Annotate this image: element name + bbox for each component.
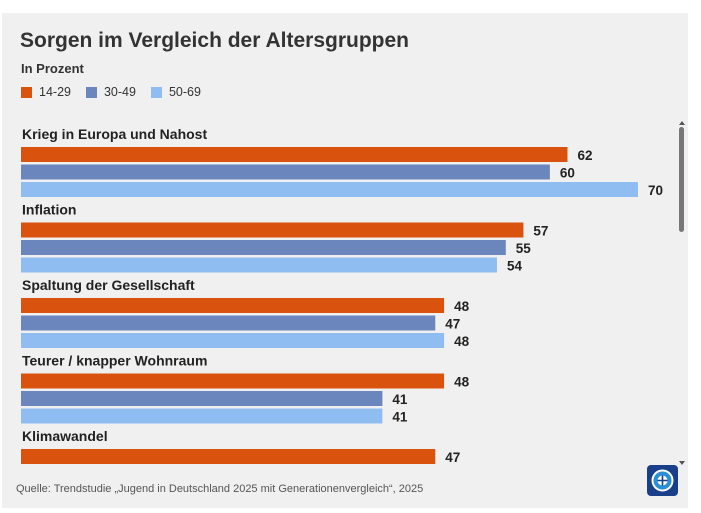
value-label-klimawandel-14-29: 47 bbox=[445, 450, 460, 465]
legend-label-14-29: 14-29 bbox=[39, 85, 71, 99]
legend-item-50-69[interactable]: 50-69 bbox=[150, 85, 201, 99]
bar-spaltung-der-gesellschaft-30-49[interactable] bbox=[21, 315, 436, 331]
bar-inflation-30-49[interactable] bbox=[21, 240, 506, 255]
bar-teurer-knapper-wohnraum-50-69[interactable] bbox=[21, 408, 383, 424]
scroll-up-icon[interactable] bbox=[679, 121, 685, 125]
bar-krieg-in-europa-und-nahost-30-49[interactable] bbox=[21, 164, 550, 180]
chart-card: Sorgen im Vergleich der Altersgruppen In… bbox=[2, 13, 688, 508]
category-label-spaltung-der-gesellschaft: Spaltung der Gesellschaft bbox=[22, 277, 195, 293]
legend-swatch-30-49 bbox=[85, 86, 97, 98]
category-label-krieg-in-europa-und-nahost: Krieg in Europa und Nahost bbox=[22, 126, 207, 142]
legend: 14-29 30-49 50-69 bbox=[21, 85, 216, 99]
scrollbar-thumb[interactable] bbox=[679, 127, 684, 232]
bar-teurer-knapper-wohnraum-14-29[interactable] bbox=[21, 373, 445, 389]
legend-swatch-14-29 bbox=[21, 86, 32, 98]
value-label-krieg-in-europa-und-nahost-50-69: 70 bbox=[648, 183, 663, 198]
legend-item-30-49[interactable]: 30-49 bbox=[85, 85, 136, 99]
legend-item-14-29[interactable]: 14-29 bbox=[21, 85, 71, 99]
value-label-teurer-knapper-wohnraum-50-69: 41 bbox=[392, 410, 408, 425]
bar-krieg-in-europa-und-nahost-14-29[interactable] bbox=[21, 147, 568, 162]
bar-krieg-in-europa-und-nahost-50-69[interactable] bbox=[21, 182, 638, 197]
chart-subtitle: In Prozent bbox=[21, 61, 84, 76]
scroll-down-icon[interactable] bbox=[679, 461, 685, 465]
legend-swatch-50-69 bbox=[150, 86, 162, 98]
value-label-krieg-in-europa-und-nahost-14-29: 62 bbox=[577, 148, 592, 163]
category-label-klimawandel: Klimawandel bbox=[22, 428, 108, 444]
bar-inflation-50-69[interactable] bbox=[21, 257, 497, 273]
value-label-inflation-14-29: 57 bbox=[533, 224, 548, 239]
broadcaster-logo-icon bbox=[651, 469, 674, 492]
legend-label-50-69: 50-69 bbox=[168, 85, 201, 99]
value-label-teurer-knapper-wohnraum-14-29: 48 bbox=[454, 375, 470, 390]
value-label-inflation-30-49: 55 bbox=[516, 241, 532, 256]
bar-teurer-knapper-wohnraum-30-49[interactable] bbox=[21, 391, 383, 406]
source-note: Quelle: Trendstudie „Jugend in Deutschla… bbox=[16, 483, 424, 495]
value-label-inflation-50-69: 54 bbox=[507, 259, 523, 274]
value-label-spaltung-der-gesellschaft-30-49: 47 bbox=[445, 317, 460, 332]
category-label-inflation: Inflation bbox=[22, 202, 76, 218]
chart-title: Sorgen im Vergleich der Altersgruppen bbox=[20, 29, 409, 52]
value-label-teurer-knapper-wohnraum-30-49: 41 bbox=[392, 392, 408, 407]
bar-spaltung-der-gesellschaft-50-69[interactable] bbox=[21, 333, 445, 348]
vertical-scrollbar[interactable] bbox=[676, 117, 688, 467]
category-label-teurer-knapper-wohnraum: Teurer / knapper Wohnraum bbox=[22, 353, 207, 369]
chart-plot-area[interactable]: Krieg in Europa und Nahost 62 60 70 Inflatio… bbox=[2, 121, 676, 466]
legend-label-30-49: 30-49 bbox=[103, 85, 136, 99]
broadcaster-logo[interactable] bbox=[647, 465, 678, 496]
bar-inflation-14-29[interactable] bbox=[21, 222, 524, 238]
bar-klimawandel-14-29[interactable] bbox=[21, 449, 436, 464]
value-label-spaltung-der-gesellschaft-50-69: 48 bbox=[454, 334, 470, 349]
value-label-krieg-in-europa-und-nahost-30-49: 60 bbox=[560, 166, 575, 181]
value-label-spaltung-der-gesellschaft-14-29: 48 bbox=[454, 299, 470, 314]
bar-spaltung-der-gesellschaft-14-29[interactable] bbox=[21, 298, 445, 313]
